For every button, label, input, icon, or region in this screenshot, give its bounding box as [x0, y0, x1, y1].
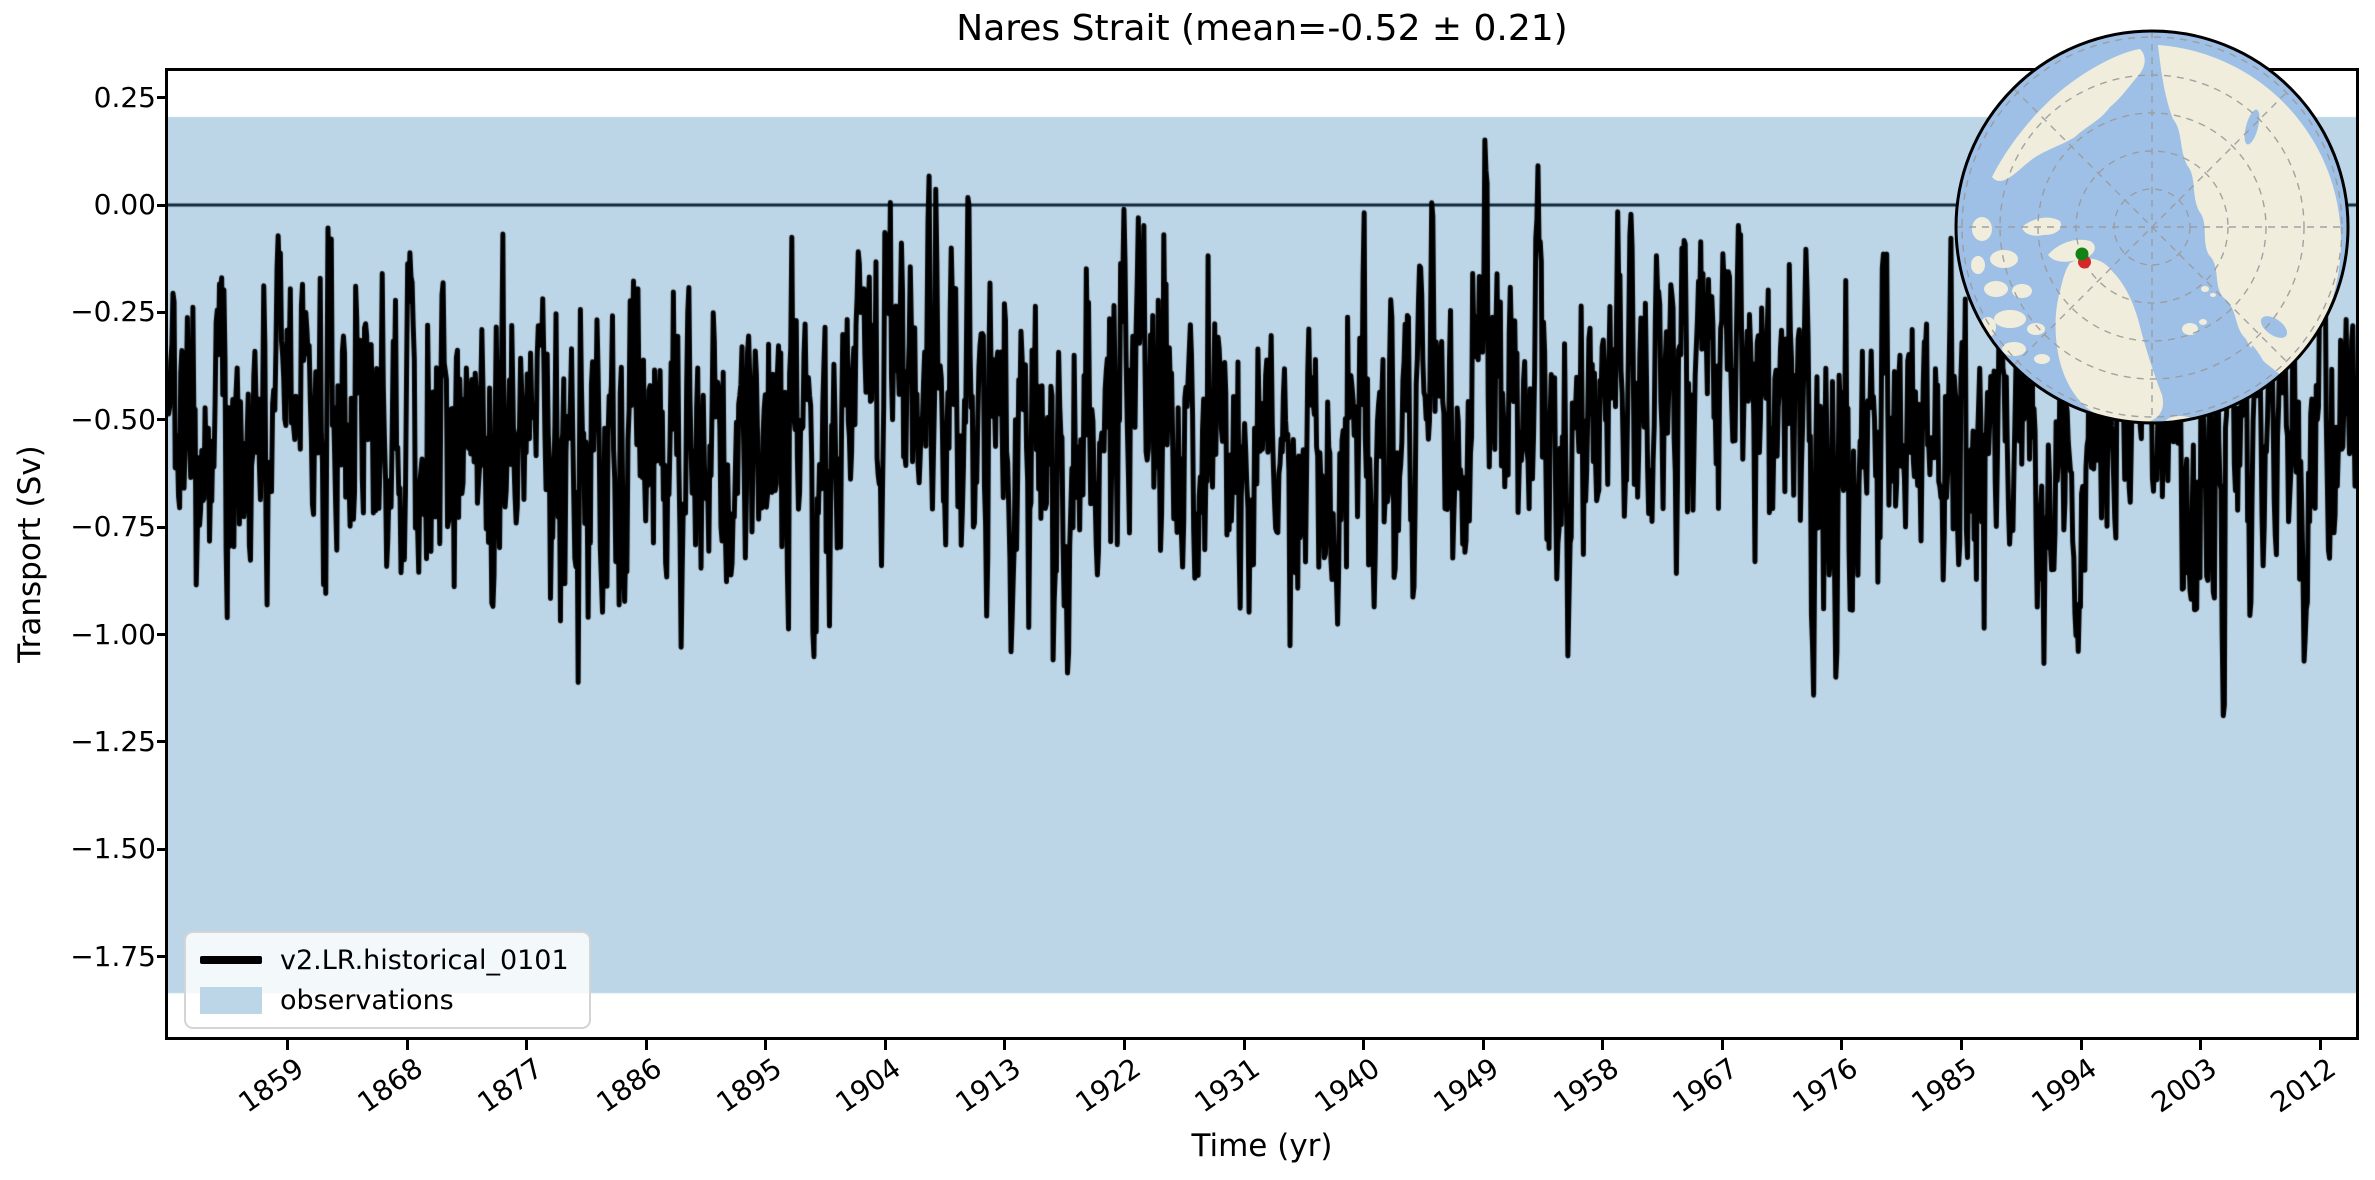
x-tick-mark — [1840, 1039, 1844, 1050]
x-tick-mark — [644, 1039, 648, 1050]
x-tick-mark — [525, 1039, 529, 1050]
x-tick-mark — [286, 1039, 290, 1050]
y-tick-mark — [157, 847, 168, 851]
y-tick-mark — [157, 96, 168, 100]
x-tick-mark — [1481, 1039, 1485, 1050]
y-tick-label: −1.00 — [70, 617, 156, 651]
legend: v2.LR.historical_0101 observations — [184, 931, 591, 1029]
map-inlets — [2244, 109, 2288, 379]
legend-patch-swatch — [200, 986, 262, 1014]
y-tick-mark — [157, 633, 168, 637]
x-tick-mark — [1242, 1039, 1246, 1050]
x-tick-mark — [1720, 1039, 1724, 1050]
y-tick-label: −1.75 — [70, 939, 156, 973]
map-border — [1954, 29, 2350, 425]
x-tick-mark — [2318, 1039, 2322, 1050]
y-tick-label: −0.75 — [70, 510, 156, 544]
x-tick-mark — [2079, 1039, 2083, 1050]
legend-line-swatch — [200, 956, 262, 964]
y-tick-mark — [157, 418, 168, 422]
map-land — [1971, 45, 2341, 423]
legend-item: v2.LR.historical_0101 — [200, 943, 569, 977]
x-tick-mark — [1362, 1039, 1366, 1050]
x-tick-mark — [1601, 1039, 1605, 1050]
chart-title: Nares Strait (mean=-0.52 ± 0.21) — [956, 8, 1568, 49]
y-tick-mark — [157, 203, 168, 207]
y-tick-mark — [157, 310, 168, 314]
legend-item: observations — [200, 983, 569, 1017]
x-tick-mark — [1123, 1039, 1126, 1050]
legend-label: observations — [280, 984, 454, 1016]
y-tick-label: −0.50 — [70, 402, 156, 436]
y-tick-mark — [157, 955, 168, 959]
map-graticule — [1956, 31, 2348, 423]
y-tick-label: 0.25 — [93, 80, 156, 114]
y-tick-label: −1.25 — [70, 724, 156, 758]
y-tick-mark — [157, 740, 168, 744]
y-tick-label: 0.00 — [93, 188, 156, 221]
model-location-marker — [2075, 247, 2089, 261]
x-tick-mark — [1003, 1039, 1007, 1050]
x-tick-mark — [764, 1039, 768, 1050]
x-tick-mark — [405, 1039, 409, 1050]
x-tick-mark — [2199, 1039, 2203, 1050]
y-tick-mark — [157, 525, 168, 529]
x-tick-mark — [1959, 1039, 1963, 1050]
x-axis-label: Time (yr) — [1191, 1128, 1333, 1164]
legend-label: v2.LR.historical_0101 — [280, 944, 569, 976]
y-tick-label: −1.50 — [70, 832, 156, 866]
inset-map — [1954, 29, 2350, 425]
y-tick-label: −0.25 — [70, 295, 156, 329]
x-tick-mark — [883, 1039, 887, 1050]
